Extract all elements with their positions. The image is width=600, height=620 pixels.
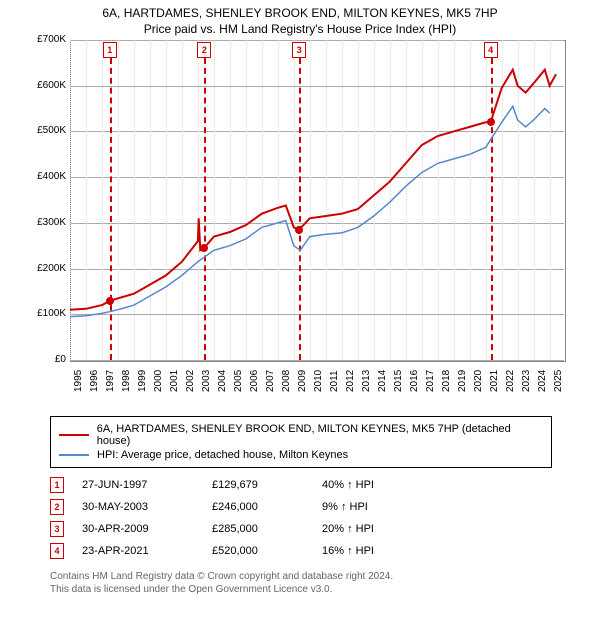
sale-date: 23-APR-2021 (82, 545, 212, 557)
x-axis-label: 1997 (105, 370, 116, 392)
x-axis-label: 2017 (425, 370, 436, 392)
footer: Contains HM Land Registry data © Crown c… (50, 570, 550, 596)
x-axis-label: 2018 (441, 370, 452, 392)
property-line (70, 70, 556, 310)
sale-date: 27-JUN-1997 (82, 479, 212, 491)
sale-price: £129,679 (212, 479, 322, 491)
sale-pct: 20% ↑ HPI (322, 523, 432, 535)
legend-item: HPI: Average price, detached house, Milt… (59, 449, 543, 461)
sales-table: 1 27-JUN-1997 £129,679 40% ↑ HPI 2 30-MA… (50, 474, 534, 562)
sale-marker-3: 3 (50, 521, 64, 537)
title-line-1: 6A, HARTDAMES, SHENLEY BROOK END, MILTON… (0, 6, 600, 20)
table-row: 3 30-APR-2009 £285,000 20% ↑ HPI (50, 518, 534, 540)
hpi-line (70, 106, 550, 316)
sale-price: £246,000 (212, 501, 322, 513)
x-axis-label: 1999 (137, 370, 148, 392)
sale-pct: 40% ↑ HPI (322, 479, 432, 491)
title-line-2: Price paid vs. HM Land Registry's House … (0, 22, 600, 36)
x-axis-label: 2008 (281, 370, 292, 392)
x-axis-label: 2005 (233, 370, 244, 392)
x-axis-label: 2024 (537, 370, 548, 392)
x-axis-label: 2000 (153, 370, 164, 392)
sale-price: £520,000 (212, 545, 322, 557)
footer-line-1: Contains HM Land Registry data © Crown c… (50, 570, 550, 583)
x-axis-label: 2002 (185, 370, 196, 392)
x-axis-label: 2009 (297, 370, 308, 392)
x-axis-label: 2016 (409, 370, 420, 392)
x-axis-label: 1996 (89, 370, 100, 392)
x-axis-label: 2004 (217, 370, 228, 392)
legend-swatch-property (59, 434, 89, 436)
x-axis-label: 2003 (201, 370, 212, 392)
footer-line-2: This data is licensed under the Open Gov… (50, 583, 550, 596)
sale-marker-4: 4 (50, 543, 64, 559)
x-axis-label: 2013 (361, 370, 372, 392)
x-axis-label: 2010 (313, 370, 324, 392)
x-axis-label: 2023 (521, 370, 532, 392)
legend-label: 6A, HARTDAMES, SHENLEY BROOK END, MILTON… (97, 423, 543, 447)
sale-marker-1: 1 (50, 477, 64, 493)
sale-date: 30-MAY-2003 (82, 501, 212, 513)
x-axis-label: 2022 (505, 370, 516, 392)
price-chart: £0£100K£200K£300K£400K£500K£600K£700K199… (20, 40, 580, 410)
sale-price: £285,000 (212, 523, 322, 535)
table-row: 2 30-MAY-2003 £246,000 9% ↑ HPI (50, 496, 534, 518)
x-axis-label: 2025 (553, 370, 564, 392)
x-axis-label: 2007 (265, 370, 276, 392)
x-axis-label: 2012 (345, 370, 356, 392)
table-row: 1 27-JUN-1997 £129,679 40% ↑ HPI (50, 474, 534, 496)
x-axis-label: 2015 (393, 370, 404, 392)
x-axis-label: 2011 (329, 370, 340, 392)
sale-date: 30-APR-2009 (82, 523, 212, 535)
table-row: 4 23-APR-2021 £520,000 16% ↑ HPI (50, 540, 534, 562)
legend: 6A, HARTDAMES, SHENLEY BROOK END, MILTON… (50, 416, 552, 468)
legend-swatch-hpi (59, 454, 89, 456)
legend-label: HPI: Average price, detached house, Milt… (97, 449, 348, 461)
sale-pct: 9% ↑ HPI (322, 501, 432, 513)
x-axis-label: 2006 (249, 370, 260, 392)
x-axis-label: 2021 (489, 370, 500, 392)
x-axis-label: 1995 (73, 370, 84, 392)
x-axis-label: 2019 (457, 370, 468, 392)
x-axis-label: 1998 (121, 370, 132, 392)
chart-titles: 6A, HARTDAMES, SHENLEY BROOK END, MILTON… (0, 0, 600, 36)
x-axis-label: 2001 (169, 370, 180, 392)
x-axis-label: 2020 (473, 370, 484, 392)
x-axis-label: 2014 (377, 370, 388, 392)
legend-item: 6A, HARTDAMES, SHENLEY BROOK END, MILTON… (59, 423, 543, 447)
sale-pct: 16% ↑ HPI (322, 545, 432, 557)
sale-marker-2: 2 (50, 499, 64, 515)
